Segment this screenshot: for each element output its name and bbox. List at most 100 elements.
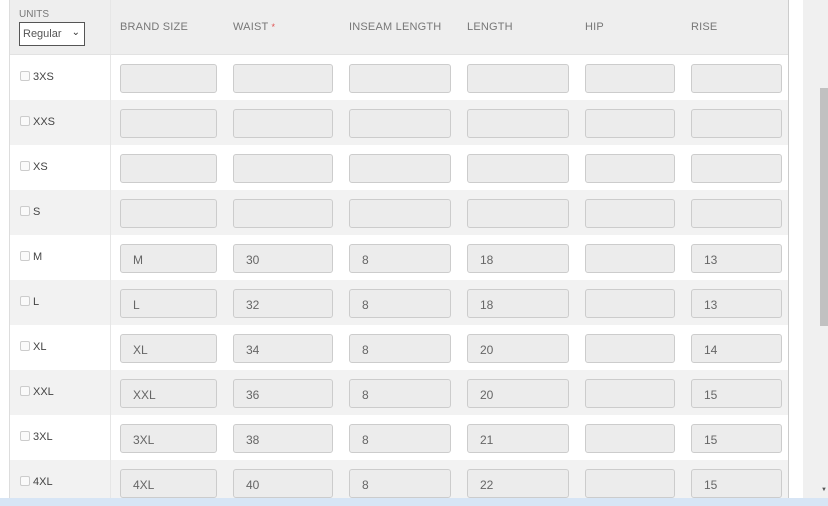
inseam-length-input[interactable]: 8: [349, 289, 451, 318]
size-cell: 3XL: [10, 415, 111, 460]
rise-input[interactable]: 13: [691, 289, 782, 318]
rise-input[interactable]: [691, 109, 782, 138]
brand-size-input[interactable]: M: [120, 244, 217, 273]
header-rise: RISE: [691, 21, 718, 33]
size-checkbox[interactable]: [20, 251, 30, 261]
table-row: 3XL 3XL 38 8 21 15: [10, 415, 788, 460]
size-checkbox[interactable]: [20, 161, 30, 171]
size-label: 3XS: [33, 71, 54, 83]
length-input[interactable]: 18: [467, 244, 569, 273]
table-row: XXS: [10, 100, 788, 145]
length-input[interactable]: 18: [467, 289, 569, 318]
size-cell: XXS: [10, 100, 111, 145]
size-checkbox[interactable]: [20, 341, 30, 351]
table-row: XS: [10, 145, 788, 190]
rise-input[interactable]: [691, 64, 782, 93]
header-length: LENGTH: [467, 21, 513, 33]
hip-input[interactable]: [585, 109, 675, 138]
rise-input[interactable]: 13: [691, 244, 782, 273]
length-input[interactable]: [467, 154, 569, 183]
table-row: L L 32 8 18 13: [10, 280, 788, 325]
length-input[interactable]: 20: [467, 379, 569, 408]
hip-input[interactable]: [585, 334, 675, 363]
length-input[interactable]: 20: [467, 334, 569, 363]
units-select[interactable]: Regular ⌄: [19, 22, 85, 46]
length-input[interactable]: 21: [467, 424, 569, 453]
inseam-length-input[interactable]: [349, 154, 451, 183]
rise-input[interactable]: [691, 154, 782, 183]
brand-size-input[interactable]: 3XL: [120, 424, 217, 453]
waist-input[interactable]: 32: [233, 289, 333, 318]
size-cell: S: [10, 190, 111, 235]
waist-input[interactable]: 36: [233, 379, 333, 408]
hip-input[interactable]: [585, 199, 675, 228]
inseam-length-input[interactable]: 8: [349, 469, 451, 498]
waist-input[interactable]: 30: [233, 244, 333, 273]
hip-input[interactable]: [585, 64, 675, 93]
waist-input[interactable]: 38: [233, 424, 333, 453]
brand-size-input[interactable]: XL: [120, 334, 217, 363]
length-input[interactable]: [467, 64, 569, 93]
table-row: XXL XXL 36 8 20 15: [10, 370, 788, 415]
inseam-length-input[interactable]: 8: [349, 244, 451, 273]
rise-input[interactable]: 15: [691, 424, 782, 453]
waist-input[interactable]: 34: [233, 334, 333, 363]
units-label: UNITS: [19, 9, 49, 20]
size-label: XXL: [33, 386, 54, 398]
size-checkbox[interactable]: [20, 431, 30, 441]
waist-input[interactable]: [233, 199, 333, 228]
hip-input[interactable]: [585, 469, 675, 498]
table-row: S: [10, 190, 788, 235]
hip-input[interactable]: [585, 154, 675, 183]
inseam-length-input[interactable]: [349, 199, 451, 228]
brand-size-input[interactable]: 4XL: [120, 469, 217, 498]
scroll-down-arrow-icon[interactable]: ▼: [821, 487, 827, 493]
size-checkbox[interactable]: [20, 71, 30, 81]
length-input[interactable]: 22: [467, 469, 569, 498]
bottom-bar: [0, 498, 828, 506]
rise-input[interactable]: 15: [691, 469, 782, 498]
header-waist-label: WAIST: [233, 21, 269, 33]
hip-input[interactable]: [585, 289, 675, 318]
size-checkbox[interactable]: [20, 476, 30, 486]
hip-input[interactable]: [585, 379, 675, 408]
rise-input[interactable]: 15: [691, 379, 782, 408]
table-row: XL XL 34 8 20 14: [10, 325, 788, 370]
size-cell: 3XS: [10, 55, 111, 100]
inseam-length-input[interactable]: 8: [349, 379, 451, 408]
scrollbar-thumb[interactable]: [820, 88, 828, 326]
waist-input[interactable]: [233, 64, 333, 93]
waist-input[interactable]: [233, 109, 333, 138]
header-inseam-length: INSEAM LENGTH: [349, 21, 442, 33]
inseam-length-input[interactable]: [349, 109, 451, 138]
brand-size-input[interactable]: [120, 64, 217, 93]
length-input[interactable]: [467, 109, 569, 138]
size-cell: XXL: [10, 370, 111, 415]
header-brand-size: BRAND SIZE: [120, 21, 189, 33]
size-checkbox[interactable]: [20, 296, 30, 306]
brand-size-input[interactable]: XXL: [120, 379, 217, 408]
inseam-length-input[interactable]: 8: [349, 424, 451, 453]
length-input[interactable]: [467, 199, 569, 228]
rise-input[interactable]: 14: [691, 334, 782, 363]
rise-input[interactable]: [691, 199, 782, 228]
size-label: M: [33, 251, 43, 263]
hip-input[interactable]: [585, 244, 675, 273]
brand-size-input[interactable]: [120, 154, 217, 183]
table-header: UNITS Regular ⌄ BRAND SIZE WAIST * INSEAM…: [10, 0, 788, 55]
size-checkbox[interactable]: [20, 386, 30, 396]
inseam-length-input[interactable]: 8: [349, 334, 451, 363]
size-label: 3XL: [33, 431, 53, 443]
brand-size-input[interactable]: L: [120, 289, 217, 318]
size-cell: XL: [10, 325, 111, 370]
brand-size-input[interactable]: [120, 199, 217, 228]
size-label: S: [33, 206, 41, 218]
inseam-length-input[interactable]: [349, 64, 451, 93]
size-checkbox[interactable]: [20, 116, 30, 126]
waist-input[interactable]: 40: [233, 469, 333, 498]
brand-size-input[interactable]: [120, 109, 217, 138]
size-checkbox[interactable]: [20, 206, 30, 216]
hip-input[interactable]: [585, 424, 675, 453]
waist-input[interactable]: [233, 154, 333, 183]
table-row: 4XL 4XL 40 8 22 15: [10, 460, 788, 505]
